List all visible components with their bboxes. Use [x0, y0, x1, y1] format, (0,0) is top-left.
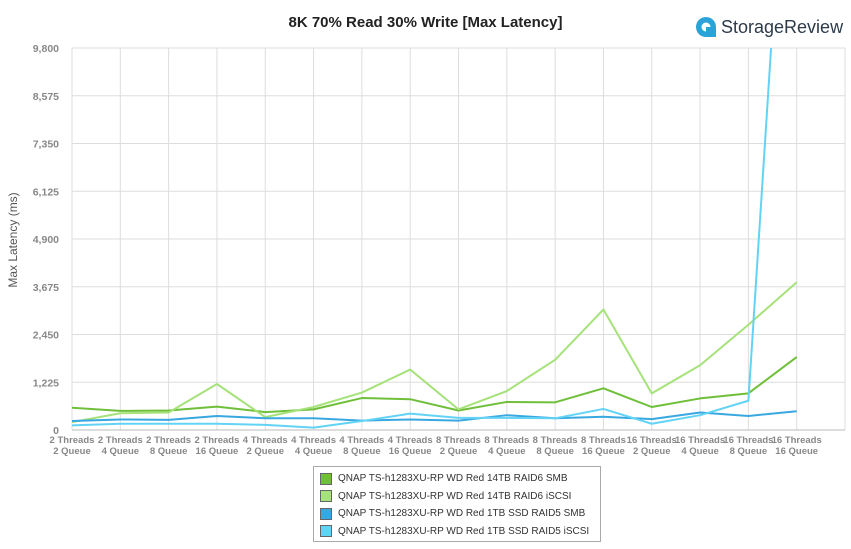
x-tick-label: 4 Threads 16 Queue — [388, 435, 433, 457]
series-line-2 — [72, 281, 798, 424]
y-tick-label: 2,450 — [33, 330, 59, 342]
legend-swatch — [320, 472, 332, 485]
x-tick-label: 8 Threads 8 Queue — [533, 435, 578, 457]
x-tick-label: 8 Threads 4 Queue — [484, 435, 529, 457]
x-tick-label: 16 Threads 2 Queue — [627, 435, 677, 457]
chart-grid — [71, 47, 846, 431]
x-tick-label: 16 Threads 16 Queue — [772, 435, 822, 457]
chart-axes: 0 1,225 2,450 3,675 4,900 6,125 7,350 8,575 9,80… — [33, 43, 845, 457]
y-tick-label: 0 — [53, 425, 59, 437]
series-line-4 — [72, 48, 773, 429]
y-tick-label: 9,800 — [33, 43, 59, 55]
legend-label: QNAP TS-h1283XU-RP WD Red 14TB RAID6 SMB — [338, 473, 568, 485]
brand-logo[interactable]: StorageReview — [695, 14, 843, 40]
chart-title: 8K 70% Read 30% Write [Max Latency] — [288, 14, 563, 31]
legend-swatch — [320, 507, 332, 520]
y-tick-label: 6,125 — [33, 186, 59, 198]
y-tick-label: 3,675 — [33, 282, 59, 294]
series-line-3 — [72, 410, 797, 423]
x-tick-label: 4 Threads 4 Queue — [291, 435, 336, 457]
legend-item[interactable]: QNAP TS-h1283XU-RP WD Red 14TB RAID6 iSC… — [320, 488, 594, 506]
legend-item[interactable]: QNAP TS-h1283XU-RP WD Red 1TB SSD RAID5 … — [320, 523, 594, 541]
x-tick-label: 4 Threads 8 Queue — [339, 435, 384, 457]
chart-legend: QNAP TS-h1283XU-RP WD Red 14TB RAID6 SMB… — [313, 466, 601, 542]
legend-item[interactable]: QNAP TS-h1283XU-RP WD Red 1TB SSD RAID5 … — [320, 505, 594, 523]
x-tick-label: 2 Threads 4 Queue — [98, 435, 143, 457]
legend-label: QNAP TS-h1283XU-RP WD Red 14TB RAID6 iSC… — [338, 490, 572, 502]
legend-label: QNAP TS-h1283XU-RP WD Red 1TB SSD RAID5 … — [338, 508, 586, 520]
x-tick-label: 2 Threads 2 Queue — [50, 435, 95, 457]
x-tick-label: 4 Threads 2 Queue — [243, 435, 288, 457]
y-axis-label: Max Latency (ms) — [6, 192, 20, 287]
x-tick-label: 8 Threads 2 Queue — [436, 435, 481, 457]
y-tick-label: 4,900 — [33, 234, 59, 246]
x-tick-label: 16 Threads 4 Queue — [675, 435, 725, 457]
x-tick-label: 2 Threads 8 Queue — [146, 435, 191, 457]
brand-name: StorageReview — [721, 16, 844, 37]
x-tick-label: 16 Threads 8 Queue — [723, 435, 773, 457]
legend-label: QNAP TS-h1283XU-RP WD Red 1TB SSD RAID5 … — [338, 525, 590, 537]
series-line-1 — [72, 356, 798, 414]
storagereview-logo-icon — [696, 17, 716, 37]
legend-swatch — [320, 490, 332, 503]
legend-item[interactable]: QNAP TS-h1283XU-RP WD Red 14TB RAID6 SMB — [320, 470, 594, 488]
chart-series — [72, 48, 798, 429]
y-tick-label: 1,225 — [33, 377, 59, 389]
x-tick-label: 2 Threads 16 Queue — [194, 435, 239, 457]
x-tick-label: 8 Threads 16 Queue — [581, 435, 626, 457]
legend-swatch — [320, 525, 332, 538]
y-tick-label: 7,350 — [33, 139, 59, 151]
y-tick-label: 8,575 — [33, 91, 59, 103]
